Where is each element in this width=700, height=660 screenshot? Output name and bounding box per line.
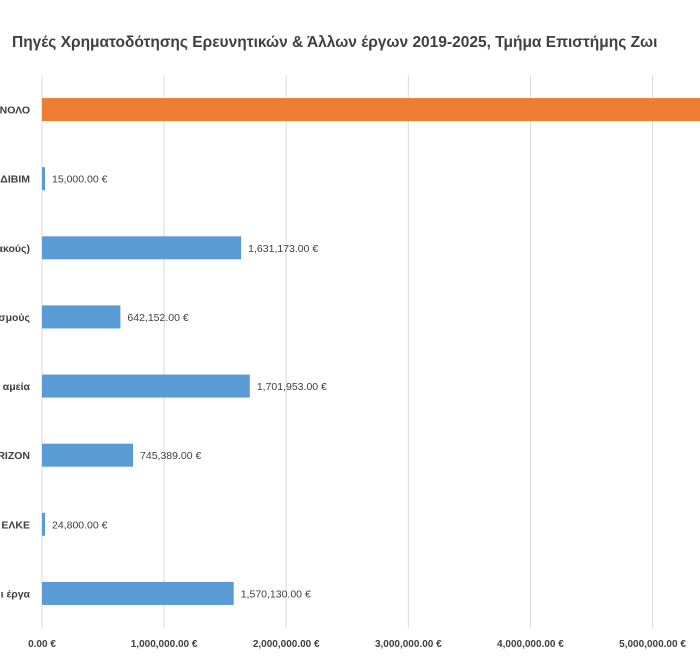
x-tick-label: 0.00 € — [28, 639, 56, 650]
value-label: 745,389.00 € — [140, 450, 201, 462]
x-tick-label: 5,000,000.00 € — [619, 639, 686, 650]
value-label: 15,000.00 € — [52, 174, 108, 186]
value-label: 24,800.00 € — [52, 519, 108, 531]
category-label: ΝΟΛΟ — [0, 105, 30, 117]
category-label: RIZON — [0, 450, 30, 462]
bar — [42, 581, 234, 605]
value-label: 1,631,173.00 € — [248, 243, 318, 255]
x-axis-tick-labels: 0.00 € 1,000,000.00 € 2,000,000.00 € 3,000,… — [28, 639, 686, 650]
total-bar — [42, 98, 700, 122]
bar — [42, 236, 242, 260]
category-label: ι έργα — [1, 588, 31, 600]
bar — [42, 167, 45, 191]
bars — [42, 98, 700, 605]
category-labels: ΝΟΛΟ ΔΙΒΙΜ ακούς) σμούς αμεία RIZON ο ΕΛΚΕ ι έρ… — [0, 105, 31, 601]
category-label: ο ΕΛΚΕ — [0, 519, 30, 531]
category-label: σμούς — [0, 312, 31, 324]
gridlines — [41, 75, 654, 628]
bar — [42, 512, 46, 536]
x-tick-label: 3,000,000.00 € — [375, 639, 442, 650]
x-tick-label: 4,000,000.00 € — [497, 639, 564, 650]
chart-title: Πηγές Χρηματοδότησης Ερευνητικών & Άλλων… — [12, 34, 657, 51]
value-label: 1,570,130.00 € — [241, 588, 311, 600]
x-tick-label: 2,000,000.00 € — [253, 639, 320, 650]
value-label: 1,701,953.00 € — [257, 381, 327, 393]
bar — [42, 305, 121, 329]
category-label: ακούς) — [0, 243, 30, 255]
bar — [42, 374, 250, 398]
x-tick-label: 1,000,000.00 € — [131, 639, 198, 650]
bar — [42, 443, 134, 467]
value-labels: 15,000.00 € 1,631,173.00 € 642,152.00 € 1,7… — [52, 174, 327, 601]
category-label: ΔΙΒΙΜ — [0, 174, 30, 186]
category-label: αμεία — [3, 381, 31, 393]
value-label: 642,152.00 € — [127, 312, 188, 324]
